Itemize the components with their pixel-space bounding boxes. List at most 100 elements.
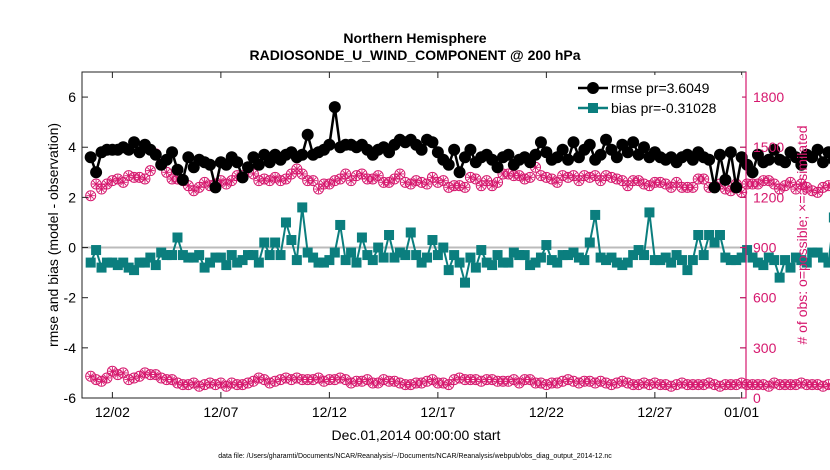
bias-point (384, 230, 395, 240)
bias-point (742, 245, 753, 256)
bias-point (259, 237, 270, 248)
bias-point (264, 250, 275, 261)
bias-point (161, 250, 172, 261)
y-tick-label: 4 (68, 139, 76, 155)
rmse-point (556, 143, 569, 156)
bias-point (270, 237, 281, 248)
bias-point (476, 245, 487, 256)
rmse-point (762, 153, 775, 166)
rmse-point (822, 146, 830, 159)
chart-subtitle: RADIOSONDE_U_WIND_COMPONENT @ 200 hPa (249, 47, 580, 63)
rmse-point (171, 163, 184, 176)
bias-point (487, 260, 498, 271)
rmse-point (491, 161, 504, 174)
bias-point (595, 252, 606, 263)
bias-point (573, 252, 584, 263)
bias-point (232, 257, 243, 268)
y-tick-label: 0 (68, 240, 76, 256)
bias-point (302, 247, 313, 258)
bias-point (774, 272, 785, 283)
bias-point (156, 247, 167, 258)
bias-point (373, 242, 384, 253)
bias-point (139, 257, 150, 268)
bias-point (351, 257, 362, 268)
legend-rmse-marker (587, 82, 599, 94)
y-tick-label: -4 (64, 340, 77, 356)
bias-point (682, 265, 693, 276)
bias-point (497, 257, 508, 268)
obs-possible-point (492, 176, 504, 188)
obs-possible-point (459, 181, 471, 193)
bias-point (378, 252, 389, 263)
x-tick-label: 01/01 (724, 404, 759, 420)
bias-point (714, 230, 725, 240)
rmse-point (128, 136, 141, 149)
y2-tick-label: 1800 (753, 89, 784, 105)
bias-point (546, 255, 557, 266)
rmse-point (594, 148, 607, 161)
bias-point (633, 245, 644, 256)
bias-point (519, 250, 530, 261)
rmse-point (252, 158, 265, 171)
bias-point (205, 257, 216, 268)
bias-point (297, 202, 308, 213)
obs-possible-point (340, 168, 352, 180)
bias-point (356, 232, 367, 243)
x-tick-label: 12/07 (203, 404, 238, 420)
bias-point (465, 252, 476, 263)
bias-point (308, 252, 319, 263)
x-tick-label: 12/17 (420, 404, 455, 420)
y2-tick-label: 1500 (753, 139, 784, 155)
obs-possible-point (687, 181, 699, 193)
bias-point (394, 247, 405, 258)
bias-point (188, 252, 199, 263)
rmse-point (600, 133, 613, 146)
bias-point (313, 257, 324, 268)
rmse-point (453, 166, 466, 179)
bias-point (790, 252, 801, 263)
bias-point (145, 252, 156, 263)
bias-point (660, 252, 671, 263)
y2-axis-label: # of obs: o=possible; ×=assimilated (794, 125, 810, 344)
obs-possible-point (144, 165, 156, 177)
bias-point (118, 257, 129, 268)
y-tick-label: 6 (68, 89, 76, 105)
bias-point (177, 250, 188, 261)
bias-point (601, 255, 612, 266)
rmse-point (529, 148, 542, 161)
bias-point (828, 212, 830, 223)
legend-rmse-label: rmse pr=3.6049 (611, 80, 710, 96)
bias-point (172, 232, 183, 243)
rmse-point (817, 156, 830, 169)
legend: rmse pr=3.6049 bias pr=-0.31028 (572, 75, 742, 120)
bias-point (644, 207, 655, 218)
bias-point (237, 255, 248, 266)
rmse-point (638, 141, 651, 154)
rmse-point (713, 148, 726, 161)
bias-point (752, 257, 763, 268)
x-tick-label: 12/12 (312, 404, 347, 420)
bias-point (720, 252, 731, 263)
bias-point (422, 252, 433, 263)
rmse-point (719, 173, 732, 186)
obs-possible-point (828, 181, 830, 190)
bias-point (405, 227, 416, 238)
bias-point (324, 255, 335, 266)
rmse-point (442, 158, 455, 171)
bias-point (655, 255, 666, 266)
rmse-point (768, 143, 781, 156)
y2-tick-label: 300 (753, 340, 777, 356)
bias-point (91, 245, 102, 256)
rmse-point (621, 146, 634, 159)
bias-point (747, 252, 758, 263)
bias-point (525, 260, 536, 271)
x-tick-label: 12/22 (529, 404, 564, 420)
rmse-point (166, 146, 179, 159)
bias-point (362, 250, 373, 261)
rmse-point (811, 143, 824, 156)
bias-point (622, 257, 633, 268)
bias-point (253, 257, 264, 268)
obs-possible-point (117, 176, 129, 188)
axes: -6 -4 -2 0 2 4 6 0 300 600 900 1200 1500 1800 12/02 12/… (64, 71, 784, 420)
bias-point (400, 250, 411, 261)
